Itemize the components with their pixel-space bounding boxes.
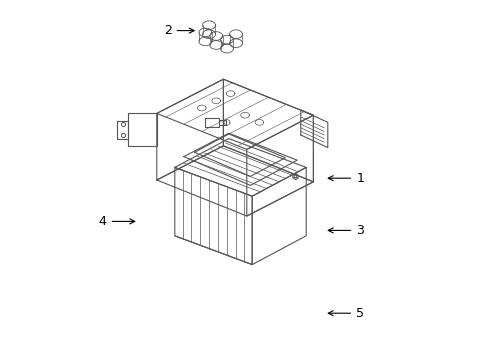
Text: 1: 1 [328,172,364,185]
Text: 2: 2 [164,24,194,37]
Text: 3: 3 [328,224,364,237]
Text: 5: 5 [328,307,364,320]
Text: 4: 4 [99,215,135,228]
